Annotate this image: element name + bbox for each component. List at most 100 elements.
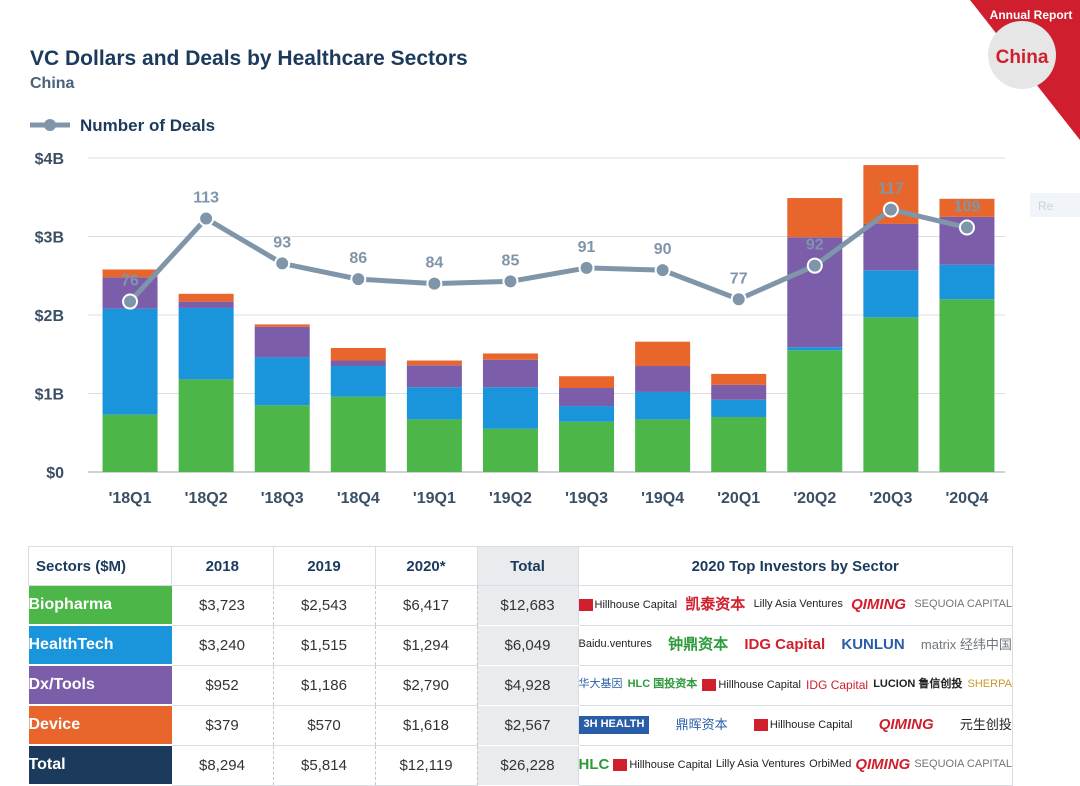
legend-point-swatch <box>44 119 56 131</box>
bar-segment <box>178 379 234 472</box>
bar-segment <box>635 391 691 420</box>
page-subtitle: China <box>30 75 75 92</box>
investor-logo: HLC <box>578 756 610 774</box>
bar-segment <box>254 357 310 406</box>
investor-logo: Hillhouse Capital <box>578 599 677 612</box>
bar-segment <box>711 417 767 472</box>
investors-biopharma: Hillhouse Capital 凯泰资本 Lilly Asia Ventur… <box>577 585 1013 626</box>
deals-data-label: 117 <box>878 181 904 198</box>
x-tick-label: '19Q4 <box>641 490 684 507</box>
investor-logo: Hillhouse Capital <box>613 758 712 771</box>
deals-data-label: 93 <box>273 234 291 251</box>
bar-segment <box>711 384 767 400</box>
table-row: HealthTech $3,240 $1,515 $1,294 $6,049 B… <box>28 624 1013 666</box>
deals-point <box>274 255 291 272</box>
chart-legend: Number of Deals <box>30 116 215 135</box>
x-tick-label: '20Q3 <box>869 490 912 507</box>
corner-report-text: Annual Report <box>990 8 1073 22</box>
cell-total: $4,928 <box>477 665 578 706</box>
investor-logo: 钟鼎资本 <box>668 636 729 654</box>
deals-data-label: 109 <box>954 199 981 216</box>
bar-segment <box>102 269 158 278</box>
investor-logo: LUCION 鲁信创投 <box>873 678 963 691</box>
page-title: VC Dollars and Deals by Healthcare Secto… <box>30 47 468 70</box>
bar-segment <box>559 376 615 389</box>
x-tick-label: '18Q2 <box>185 490 228 507</box>
investor-logo: 元生创投 <box>959 717 1012 733</box>
cell-2019: $2,543 <box>273 585 376 626</box>
investor-logo: SEQUOIA CAPITAL <box>914 598 1012 611</box>
investor-logo: IDG Capital <box>744 636 826 654</box>
investors-healthtech: Baidu.ventures 钟鼎资本 IDG Capital KUNLUN m… <box>577 624 1013 666</box>
investor-logo: KUNLUN <box>841 636 905 654</box>
deals-data-label: 113 <box>193 190 219 207</box>
header-2020: 2020* <box>374 546 478 586</box>
bar-segment <box>102 414 158 472</box>
x-tick-label: '19Q2 <box>489 490 532 507</box>
investor-logo: Hillhouse Capital <box>702 678 801 691</box>
chart-bars <box>102 165 995 472</box>
bar-segment <box>635 366 691 392</box>
deals-data-label: 76 <box>121 273 139 290</box>
bar-segment <box>330 396 386 472</box>
x-tick-label: '20Q4 <box>945 490 988 507</box>
bar-segment <box>939 264 995 300</box>
deals-line: 76 113 93 86 84 85 91 90 77 92 117 109 <box>121 181 981 310</box>
investor-logo: HLC 国投资本 <box>627 678 698 691</box>
investor-logo: Lilly Asia Ventures <box>753 598 843 611</box>
deals-data-label: 85 <box>502 252 520 269</box>
bar-segment <box>787 198 843 238</box>
deals-point <box>198 210 215 227</box>
investor-logo: SEQUOIA CAPITAL <box>914 758 1012 771</box>
bar-segment <box>559 406 615 422</box>
investor-logo: Lilly Asia Ventures <box>715 758 806 771</box>
x-tick-label: '20Q1 <box>717 490 760 507</box>
cell-total: $26,228 <box>477 745 578 786</box>
cell-total: $6,049 <box>477 625 578 666</box>
deals-data-label: 90 <box>654 241 672 258</box>
investor-logo: OrbiMed <box>809 758 852 771</box>
y-tick-label: $4B <box>35 151 64 168</box>
cell-2019: $570 <box>273 705 376 746</box>
bar-segment <box>939 198 995 217</box>
investor-logo: Baidu.ventures <box>578 638 652 651</box>
bar-segment <box>482 353 538 360</box>
y-tick-label: $1B <box>35 387 64 404</box>
bar-segment <box>406 365 462 388</box>
corner-circle <box>988 21 1056 89</box>
cell-2020: $1,294 <box>375 625 478 666</box>
bar-segment <box>711 373 767 385</box>
header-sectors: Sectors ($M) <box>28 546 172 586</box>
x-tick-label: '18Q3 <box>261 490 304 507</box>
bar-segment <box>635 419 691 472</box>
bar-segment <box>635 341 691 367</box>
bar-segment <box>406 360 462 366</box>
deals-point <box>426 275 443 292</box>
bar-segment <box>559 388 615 407</box>
bar-segment <box>330 360 386 367</box>
table-row: Dx/Tools $952 $1,186 $2,790 $4,928 华大基因 … <box>28 664 1013 706</box>
x-tick-label: '18Q4 <box>337 490 380 507</box>
bar-segment <box>330 347 386 361</box>
bar-segment <box>178 293 234 302</box>
sector-dxtools: Dx/Tools <box>28 665 172 706</box>
cell-2020: $6,417 <box>375 585 478 626</box>
bar-segment <box>787 237 843 348</box>
investor-logo: 华大基因 <box>578 678 623 691</box>
investor-logo: Hillhouse Capital <box>753 718 852 731</box>
header-2018: 2018 <box>171 546 274 586</box>
header-total: Total <box>476 546 579 586</box>
bar-segment <box>711 399 767 418</box>
sector-total: Total <box>28 745 172 786</box>
bar-segment <box>254 324 310 327</box>
bar-segment <box>406 419 462 472</box>
investor-logo: 鼎晖资本 <box>675 717 728 733</box>
investors-device: 3H HEALTH 鼎晖资本 Hillhouse Capital QIMING … <box>577 704 1013 746</box>
deals-data-label: 77 <box>730 270 748 287</box>
cell-total: $2,567 <box>477 705 578 746</box>
investor-logo: 3H HEALTH <box>578 716 650 734</box>
vc-dollars-chart: Number of Deals $0$1B$2B$3B$4B '18Q1'18Q… <box>30 116 1005 507</box>
deals-polyline <box>128 207 968 304</box>
cell-total: $12,683 <box>477 585 578 626</box>
deals-data-label: 91 <box>578 239 596 256</box>
